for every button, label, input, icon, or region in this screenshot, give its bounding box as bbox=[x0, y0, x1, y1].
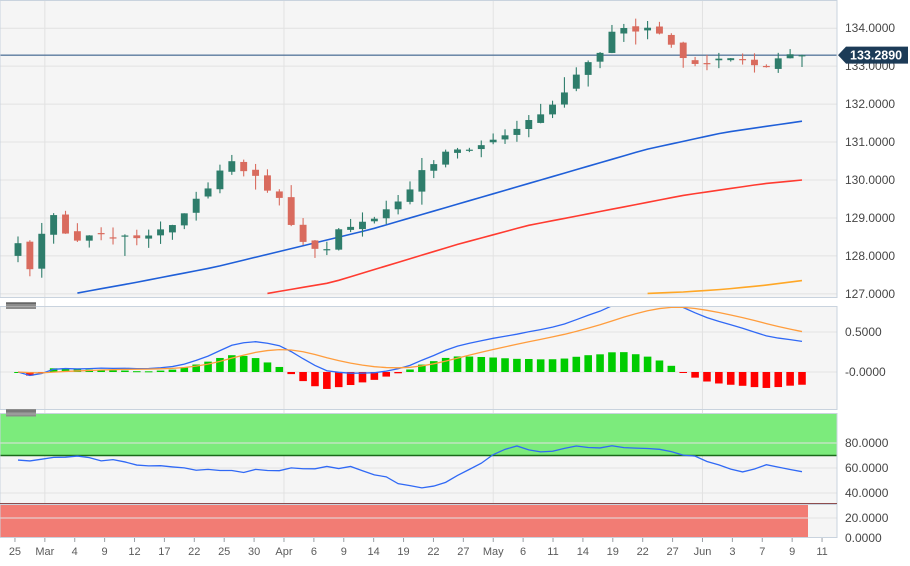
svg-text:20.0000: 20.0000 bbox=[845, 511, 889, 525]
svg-text:0.5000: 0.5000 bbox=[845, 325, 882, 339]
svg-text:25: 25 bbox=[218, 546, 230, 558]
svg-text:22: 22 bbox=[637, 546, 649, 558]
svg-text:134.0000: 134.0000 bbox=[845, 21, 895, 35]
svg-text:0.0000: 0.0000 bbox=[845, 531, 882, 545]
svg-text:17: 17 bbox=[158, 546, 170, 558]
svg-text:130.0000: 130.0000 bbox=[845, 173, 895, 187]
svg-text:Apr: Apr bbox=[275, 546, 292, 558]
svg-text:9: 9 bbox=[341, 546, 347, 558]
svg-text:May: May bbox=[483, 546, 504, 558]
svg-text:22: 22 bbox=[188, 546, 200, 558]
svg-text:12: 12 bbox=[128, 546, 140, 558]
svg-text:Mar: Mar bbox=[35, 546, 54, 558]
svg-text:19: 19 bbox=[607, 546, 619, 558]
svg-text:80.0000: 80.0000 bbox=[845, 436, 889, 450]
svg-text:3: 3 bbox=[729, 546, 735, 558]
svg-text:6: 6 bbox=[311, 546, 317, 558]
svg-text:27: 27 bbox=[457, 546, 469, 558]
svg-text:11: 11 bbox=[547, 546, 558, 558]
svg-text:132.0000: 132.0000 bbox=[845, 97, 895, 111]
svg-text:19: 19 bbox=[397, 546, 409, 558]
svg-text:131.0000: 131.0000 bbox=[845, 135, 895, 149]
svg-text:127.0000: 127.0000 bbox=[845, 287, 895, 301]
svg-text:14: 14 bbox=[368, 546, 380, 558]
svg-text:40.0000: 40.0000 bbox=[845, 486, 889, 500]
svg-text:Jun: Jun bbox=[694, 546, 712, 558]
svg-text:60.0000: 60.0000 bbox=[845, 461, 889, 475]
svg-text:11: 11 bbox=[816, 546, 827, 558]
svg-text:9: 9 bbox=[102, 546, 108, 558]
svg-text:14: 14 bbox=[577, 546, 589, 558]
svg-text:30: 30 bbox=[248, 546, 260, 558]
svg-text:27: 27 bbox=[666, 546, 678, 558]
svg-text:128.0000: 128.0000 bbox=[845, 249, 895, 263]
svg-text:6: 6 bbox=[520, 546, 526, 558]
svg-text:22: 22 bbox=[427, 546, 439, 558]
svg-text:129.0000: 129.0000 bbox=[845, 211, 895, 225]
svg-text:133.2890: 133.2890 bbox=[850, 49, 902, 63]
svg-text:-0.0000: -0.0000 bbox=[845, 365, 886, 379]
svg-text:9: 9 bbox=[789, 546, 795, 558]
svg-text:7: 7 bbox=[759, 546, 765, 558]
svg-text:4: 4 bbox=[72, 546, 78, 558]
svg-text:25: 25 bbox=[9, 546, 21, 558]
